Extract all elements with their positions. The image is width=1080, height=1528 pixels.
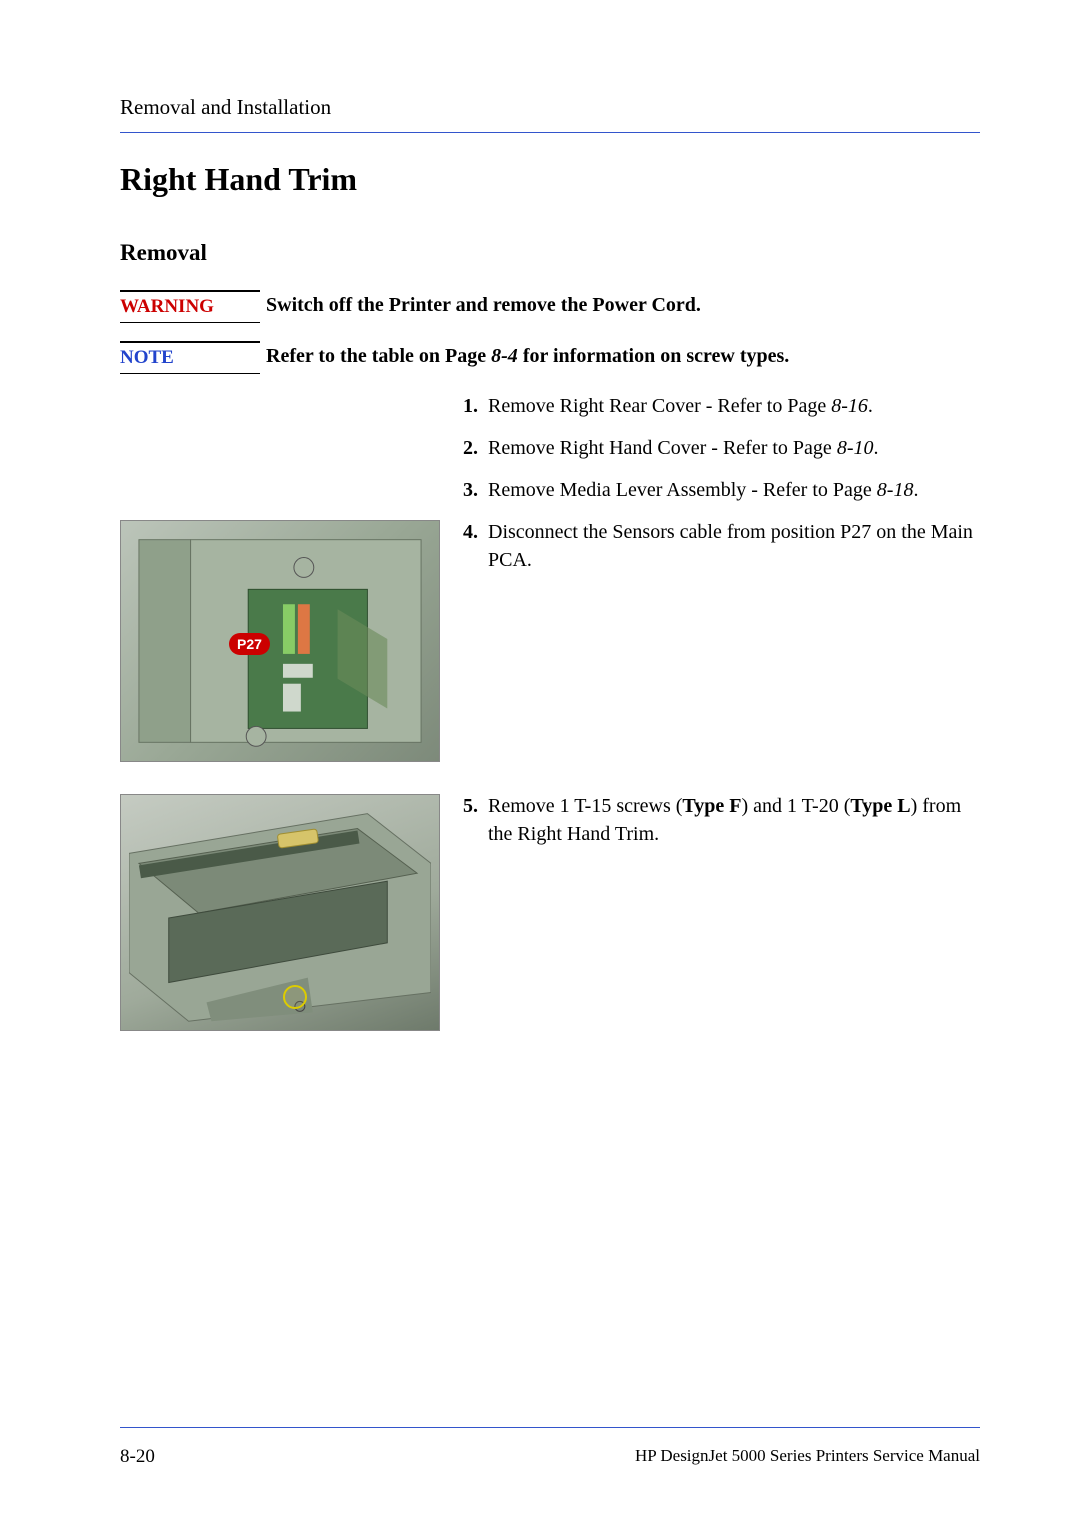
step-2-num: 2.: [450, 434, 478, 462]
figure-2-svg: [129, 803, 431, 1022]
note-line-bottom: [120, 373, 260, 375]
bottom-rule: [120, 1427, 980, 1428]
figure-2: [120, 794, 440, 1031]
step-1: 1. Remove Right Rear Cover - Refer to Pa…: [450, 392, 980, 420]
step-3-suffix: .: [913, 479, 918, 501]
warning-line-bottom: [120, 322, 260, 324]
note-page-ref: 8-4: [491, 345, 518, 367]
figure-1-inner: P27: [121, 521, 439, 761]
note-text: Refer to the table on Page 8-4 for infor…: [260, 341, 789, 368]
step-4-content: 4. Disconnect the Sensors cable from pos…: [450, 518, 980, 588]
step-3-text: Remove Media Lever Assembly - Refer to P…: [488, 476, 980, 504]
step-5-num: 5.: [450, 792, 478, 848]
step-1-ref: 8-16: [831, 395, 868, 417]
step-2: 2. Remove Right Hand Cover - Refer to Pa…: [450, 434, 980, 462]
step-5-text: Remove 1 T-15 screws (Type F) and 1 T-20…: [488, 792, 980, 848]
step-1-prefix: Remove Right Rear Cover - Refer to Page: [488, 395, 831, 417]
callout-p27: P27: [229, 633, 270, 655]
step-5-b: ) and 1 T-20 (: [742, 795, 851, 817]
note-label-block: NOTE: [120, 341, 260, 374]
step-4: 4. Disconnect the Sensors cable from pos…: [450, 518, 980, 574]
footer-page-num: 8-20: [120, 1446, 155, 1468]
step-5-a: Remove 1 T-15 screws (: [488, 795, 682, 817]
note-row: NOTE Refer to the table on Page 8-4 for …: [120, 341, 980, 374]
warning-row: WARNING Switch off the Printer and remov…: [120, 290, 980, 323]
figure-1-container: P27: [120, 518, 450, 762]
note-label: NOTE: [120, 343, 260, 373]
step-2-prefix: Remove Right Hand Cover - Refer to Page: [488, 437, 837, 459]
footer-manual-title: HP DesignJet 5000 Series Printers Servic…: [635, 1446, 980, 1468]
step-4-text: Disconnect the Sensors cable from positi…: [488, 518, 980, 574]
figure-2-inner: [121, 795, 439, 1030]
warning-label-block: WARNING: [120, 290, 260, 323]
warning-text: Switch off the Printer and remove the Po…: [260, 290, 701, 317]
steps-list-top: 1. Remove Right Rear Cover - Refer to Pa…: [120, 392, 980, 504]
step-1-text: Remove Right Rear Cover - Refer to Page …: [488, 392, 980, 420]
step-3-prefix: Remove Media Lever Assembly - Refer to P…: [488, 479, 877, 501]
step-2-ref: 8-10: [837, 437, 874, 459]
warning-label: WARNING: [120, 292, 260, 322]
note-prefix: Refer to the table on Page: [266, 345, 491, 367]
step-3-num: 3.: [450, 476, 478, 504]
step-5-bold-a: Type F: [682, 795, 741, 817]
header-section: Removal and Installation: [120, 95, 980, 120]
step-1-suffix: .: [868, 395, 873, 417]
figure-1-svg: [129, 529, 431, 753]
footer: 8-20 HP DesignJet 5000 Series Printers S…: [120, 1446, 980, 1468]
screw-callout-circle: [283, 985, 307, 1009]
figure-1: P27: [120, 520, 440, 762]
step-4-row: P27 4. Disconnect the Sensors cable from…: [120, 518, 980, 762]
note-suffix: for information on screw types.: [518, 345, 789, 367]
top-rule: [120, 132, 980, 133]
step-3: 3. Remove Media Lever Assembly - Refer t…: [450, 476, 980, 504]
step-5-bold-b: Type L: [850, 795, 910, 817]
step-2-text: Remove Right Hand Cover - Refer to Page …: [488, 434, 980, 462]
step-5-row: 5. Remove 1 T-15 screws (Type F) and 1 T…: [120, 792, 980, 1031]
step-1-num: 1.: [450, 392, 478, 420]
step-5-content: 5. Remove 1 T-15 screws (Type F) and 1 T…: [450, 792, 980, 862]
step-5: 5. Remove 1 T-15 screws (Type F) and 1 T…: [450, 792, 980, 848]
step-4-num: 4.: [450, 518, 478, 574]
sub-title: Removal: [120, 240, 980, 266]
page-title: Right Hand Trim: [120, 161, 980, 198]
figure-2-container: [120, 792, 450, 1031]
step-3-ref: 8-18: [877, 479, 914, 501]
steps-1-3: 1. Remove Right Rear Cover - Refer to Pa…: [450, 392, 980, 504]
step-2-suffix: .: [873, 437, 878, 459]
